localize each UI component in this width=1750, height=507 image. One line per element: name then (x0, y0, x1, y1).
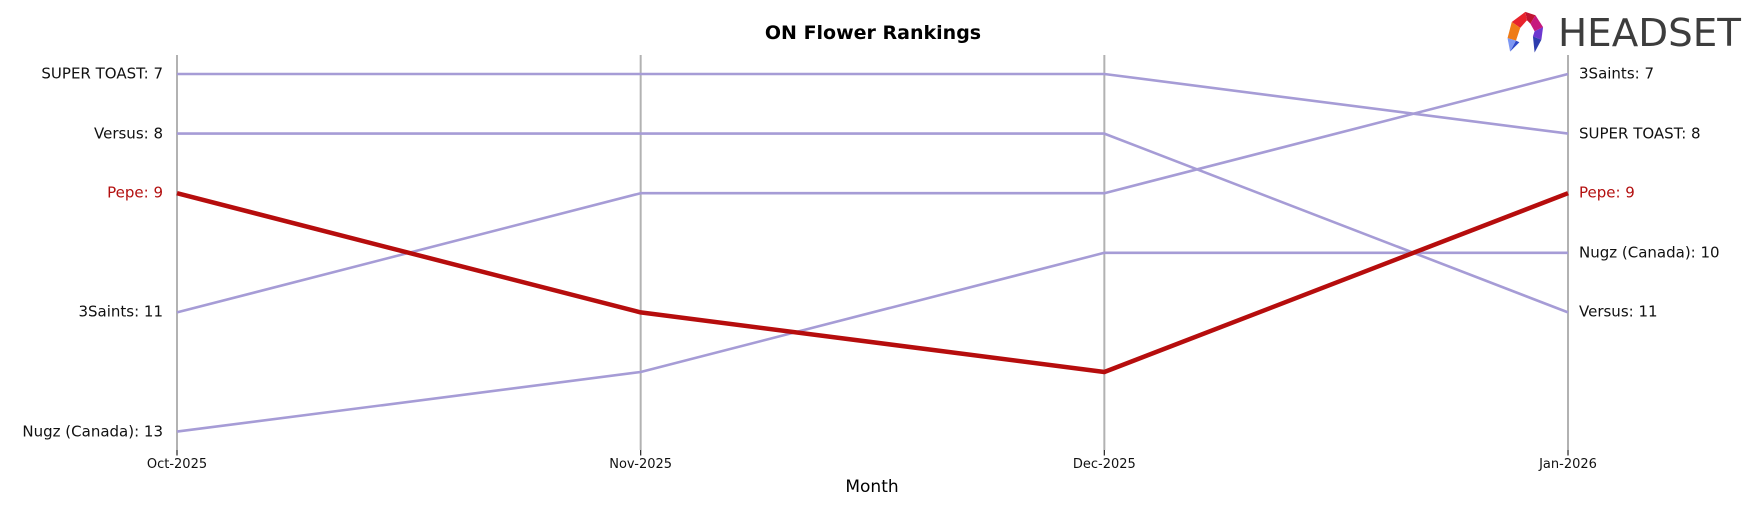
series-line-super-toast (177, 72, 1569, 135)
right-label-pepe: Pepe: 9 (1579, 183, 1635, 202)
series-line-nugz-canada (176, 251, 1569, 433)
right-label-nugz-canada: Nugz (Canada): 10 (1579, 243, 1720, 262)
left-label-super-toast: SUPER TOAST: 7 (41, 64, 163, 83)
left-label-pepe: Pepe: 9 (107, 183, 163, 202)
tick-label-dec-2025: Dec-2025 (1072, 457, 1136, 472)
headset-logo-icon (1507, 11, 1544, 53)
series-line-3saints (176, 72, 1569, 314)
headset-logo-wordmark: HEADSET (1558, 11, 1742, 55)
x-axis-title: Month (845, 477, 899, 497)
tick-label-nov-2025: Nov-2025 (609, 457, 673, 472)
tick-label-oct-2025: Oct-2025 (146, 457, 208, 472)
right-label-3saints: 3Saints: 7 (1579, 64, 1654, 83)
right-label-super-toast: SUPER TOAST: 8 (1579, 124, 1701, 143)
left-label-nugz-canada: Nugz (Canada): 13 (22, 422, 163, 441)
right-label-versus: Versus: 11 (1579, 302, 1658, 321)
series-line-pepe (176, 191, 1569, 375)
chart-title: ON Flower Rankings (764, 22, 982, 44)
headset-logo: HEADSET (1505, 8, 1744, 58)
tick-label-jan-2026: Jan-2026 (1539, 457, 1597, 472)
left-label-3saints: 3Saints: 11 (78, 302, 163, 321)
left-label-versus: Versus: 8 (94, 124, 163, 143)
headset-logo-text: HEADSET (1558, 11, 1742, 55)
series-line-versus (177, 132, 1569, 314)
